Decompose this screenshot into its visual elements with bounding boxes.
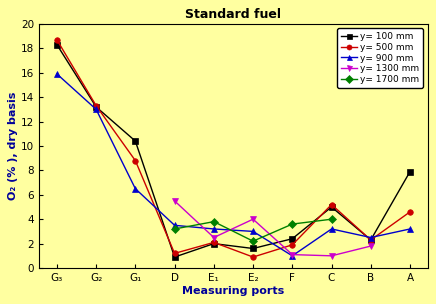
Title: Standard fuel: Standard fuel	[185, 8, 282, 21]
Legend: y= 100 mm, y= 500 mm, y= 900 mm, y= 1300 mm, y= 1700 mm: y= 100 mm, y= 500 mm, y= 900 mm, y= 1300…	[337, 28, 423, 88]
Y-axis label: O₂ (% ), dry basis: O₂ (% ), dry basis	[8, 92, 18, 200]
y= 500 mm	[172, 251, 177, 255]
y= 900 mm	[133, 187, 138, 191]
y= 100 mm	[211, 242, 216, 245]
y= 100 mm	[172, 255, 177, 259]
y= 1700 mm	[290, 222, 295, 226]
y= 500 mm	[290, 243, 295, 247]
y= 100 mm	[329, 205, 334, 209]
y= 500 mm	[250, 255, 255, 259]
X-axis label: Measuring ports: Measuring ports	[182, 286, 285, 296]
y= 100 mm	[407, 170, 412, 173]
y= 900 mm	[407, 227, 412, 231]
y= 1700 mm	[211, 220, 216, 223]
y= 100 mm	[368, 238, 373, 242]
y= 1700 mm	[329, 217, 334, 221]
y= 1300 mm	[211, 236, 216, 239]
y= 500 mm	[54, 38, 59, 42]
y= 500 mm	[368, 238, 373, 242]
Line: y= 1700 mm: y= 1700 mm	[172, 216, 334, 244]
y= 1300 mm	[290, 253, 295, 257]
y= 100 mm	[290, 237, 295, 240]
y= 1700 mm	[250, 239, 255, 243]
y= 1300 mm	[329, 254, 334, 258]
y= 500 mm	[211, 240, 216, 244]
y= 100 mm	[250, 247, 255, 250]
y= 900 mm	[211, 227, 216, 231]
y= 900 mm	[54, 72, 59, 76]
Line: y= 100 mm: y= 100 mm	[54, 42, 413, 260]
y= 900 mm	[172, 223, 177, 227]
y= 500 mm	[133, 159, 138, 162]
Line: y= 1300 mm: y= 1300 mm	[172, 198, 374, 259]
Line: y= 500 mm: y= 500 mm	[54, 37, 413, 260]
y= 1300 mm	[368, 244, 373, 248]
y= 900 mm	[250, 230, 255, 233]
y= 1700 mm	[172, 227, 177, 231]
Line: y= 900 mm: y= 900 mm	[54, 71, 413, 259]
y= 900 mm	[329, 227, 334, 231]
y= 900 mm	[368, 236, 373, 239]
y= 100 mm	[54, 43, 59, 47]
y= 900 mm	[93, 108, 99, 111]
y= 100 mm	[133, 139, 138, 143]
y= 1300 mm	[172, 199, 177, 203]
y= 500 mm	[329, 203, 334, 206]
y= 500 mm	[93, 104, 99, 108]
y= 100 mm	[93, 105, 99, 109]
y= 900 mm	[290, 254, 295, 258]
y= 1300 mm	[250, 217, 255, 221]
y= 500 mm	[407, 210, 412, 214]
